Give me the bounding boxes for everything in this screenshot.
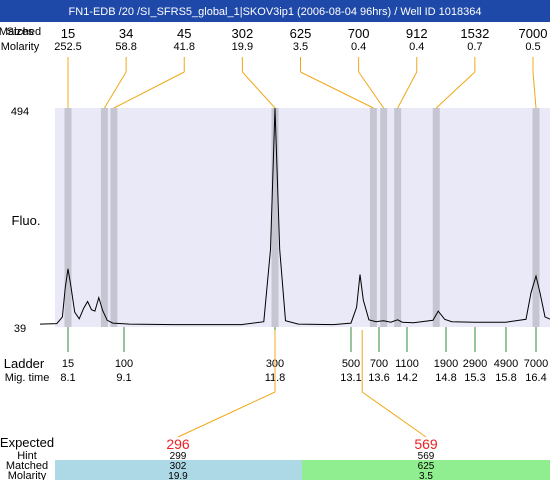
ladder-time-label: 15.8 [495,372,516,384]
chart-marks: 15252.53458.84541.830219.96253.57000.491… [39,26,550,480]
peak-size-label: 45 [177,26,191,41]
mig-time-label: Mig. time [5,372,50,384]
peak-band [271,108,279,327]
peak-size-label: 34 [119,26,133,41]
peak-leader-line [300,71,374,109]
y-max-label: 494 [11,106,29,118]
peak-leader-line [435,71,476,109]
peak-size-label: 625 [290,26,312,41]
peak-molarity-label: 41.8 [174,41,195,53]
matched-value: 625 [418,461,435,472]
ladder-size-label: 7000 [524,358,548,370]
expected-value: 296 [166,436,190,452]
ladder-time-label: 14.2 [396,372,417,384]
peak-molarity-label: 252.5 [54,41,82,53]
matched-cell [302,460,550,480]
expected-value: 569 [414,436,438,452]
peak-leader-line [242,71,276,109]
ladder-time-label: 13.6 [368,372,389,384]
peak-size-label: 1532 [460,26,489,41]
peak-leader-line [397,71,418,109]
peak-molarity-label: 0.7 [467,41,482,53]
peak-band [369,108,377,327]
plot-background [55,108,550,327]
y-min-label: 39 [14,323,26,335]
peak-leader-line [358,71,385,109]
peak-molarity-label: 0.4 [351,41,366,53]
molarity-label: Molarity [1,41,40,53]
peak-band [532,108,540,327]
ladder-size-label: 1900 [434,358,458,370]
ladder-size-label: 2900 [463,358,487,370]
matched-molarity-value: 19.9 [168,471,188,480]
ladder-size-label: 700 [370,358,388,370]
peak-molarity-label: 3.5 [293,41,308,53]
peak-band [110,108,118,327]
peak-molarity-label: 58.8 [115,41,136,53]
match-leader-line [361,391,427,438]
peak-size-label: 15 [61,26,75,41]
peak-leader-line [113,71,185,109]
hint-label: Hint [17,450,37,462]
hint-value: 569 [418,451,435,462]
matched-label: Matched [6,460,48,472]
sizes-label: Sizes [7,26,34,38]
title-bar [0,0,550,22]
peak-leader-line [532,71,537,109]
ladder-size-label: 1100 [395,358,419,370]
peak-size-label: 700 [348,26,370,41]
peak-molarity-label: 0.4 [409,41,424,53]
matched-label-overlap: Matched [0,26,41,38]
ladder-time-label: 13.1 [340,372,361,384]
peak-band [64,108,72,327]
ladder-size-label: 15 [62,358,74,370]
peak-band [432,108,440,327]
matched-molarity-value: 3.5 [419,471,433,480]
peak-band [100,108,108,327]
peak-molarity-label: 0.5 [525,41,540,53]
ladder-time-label: 9.1 [116,372,131,384]
expected-label: Expected [0,435,54,450]
peak-size-label: 7000 [519,26,548,41]
ladder-size-label: 500 [342,358,360,370]
matched-cell [55,460,302,480]
ladder-time-label: 14.8 [435,372,456,384]
peak-size-label: 302 [232,26,254,41]
peak-size-label: 912 [406,26,428,41]
ladder-label: Ladder [4,356,45,371]
match-leader-line [177,391,276,438]
ladder-time-label: 8.1 [60,372,75,384]
ladder-time-label: 16.4 [525,372,546,384]
y-axis-label: Fluo. [12,213,41,228]
ladder-time-label: 15.3 [464,372,485,384]
peak-band [394,108,402,327]
matched-value: 302 [170,461,187,472]
peak-band [380,108,388,327]
ladder-size-label: 4900 [494,358,518,370]
window-title: FN1-EDB /20 /SI_SFRS5_global_1|SKOV3ip1 … [69,6,482,18]
molarity-bottom-label: Molarity [8,470,47,480]
fluorescence-trace [39,107,550,326]
hint-value: 299 [170,451,187,462]
peak-leader-line [103,71,127,109]
plot-area [55,108,550,327]
peak-molarity-label: 19.9 [232,41,253,53]
ladder-size-label: 100 [115,358,133,370]
